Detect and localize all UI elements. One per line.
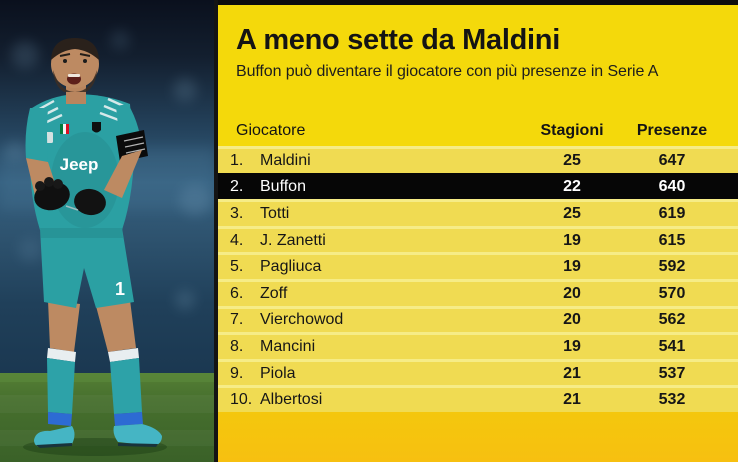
column-header-giocatore: Giocatore (236, 122, 306, 139)
table-row: 8. Mancini 19 541 (218, 332, 738, 359)
shorts (40, 228, 134, 308)
row-appearances: 570 (658, 284, 686, 302)
table-row: 5. Pagliuca 19 592 (218, 252, 738, 279)
table-header: Giocatore Stagioni Presenze (218, 122, 738, 140)
row-player: Albertosi (260, 391, 323, 409)
buffon-photo-illustration: Jeep 1 (0, 0, 214, 462)
row-rank: 3. (230, 204, 244, 222)
pitch (0, 373, 214, 462)
row-player: Totti (260, 204, 290, 222)
row-player: Piola (260, 364, 296, 382)
row-player: Zoff (260, 284, 288, 302)
info-panel: A meno sette da Maldini Buffon può diven… (218, 0, 738, 462)
player-photo: Jeep 1 (0, 0, 214, 462)
socks (47, 348, 143, 426)
row-seasons: 25 (563, 204, 581, 222)
row-appearances: 615 (658, 231, 686, 249)
table-row: 3. Totti 25 619 (218, 199, 738, 226)
ranking-table: 1. Maldini 25 647 2. Buffon 22 640 3. Totti 25 619 4… (218, 146, 738, 412)
goalkeeper-gloves (34, 177, 106, 216)
table-row: 4. J. Zanetti 19 615 (218, 225, 738, 253)
panel-header: A meno sette da Maldini Buffon può diven… (218, 5, 738, 146)
column-header-stagioni: Stagioni (540, 122, 604, 139)
page-subtitle: Buffon può diventare il giocatore con pi… (236, 63, 659, 81)
row-seasons: 19 (563, 231, 581, 249)
row-player: J. Zanetti (260, 231, 326, 249)
row-rank: 7. (230, 311, 244, 329)
table-row: 2. Buffon 22 640 (218, 172, 738, 200)
table-row: 9. Piola 21 537 (218, 358, 738, 386)
row-rank: 8. (230, 337, 244, 355)
scudetto-badge (60, 124, 69, 134)
row-rank: 5. (230, 258, 244, 276)
row-seasons: 22 (563, 178, 581, 196)
player-figure: Jeep 1 (25, 38, 162, 448)
row-player: Buffon (260, 178, 306, 196)
photo-panel-divider (214, 0, 218, 462)
row-player: Maldini (260, 151, 311, 169)
row-rank: 6. (230, 284, 244, 302)
row-player: Pagliuca (260, 258, 322, 276)
bottom-band (218, 412, 738, 462)
table-row: 1. Maldini 25 647 (218, 146, 738, 173)
column-header-presenze: Presenze (636, 122, 708, 139)
shirt-sponsor-text: Jeep (60, 155, 99, 174)
row-seasons: 21 (563, 364, 581, 382)
row-appearances: 537 (658, 364, 686, 382)
row-seasons: 19 (563, 258, 581, 276)
row-appearances: 532 (658, 391, 686, 409)
row-appearances: 619 (658, 204, 686, 222)
club-badge (92, 122, 101, 133)
page-title: A meno sette da Maldini (236, 24, 560, 56)
table-row: 7. Vierchowod 20 562 (218, 305, 738, 333)
boots (34, 424, 162, 448)
top-bar (218, 0, 738, 5)
row-appearances: 541 (658, 337, 686, 355)
row-appearances: 647 (658, 151, 686, 169)
row-rank: 10. (230, 391, 253, 409)
row-appearances: 640 (658, 178, 686, 196)
table-row: 6. Zoff 20 570 (218, 278, 738, 306)
row-seasons: 21 (563, 391, 581, 409)
row-rank: 9. (230, 364, 244, 382)
row-rank: 1. (230, 151, 244, 169)
row-seasons: 19 (563, 337, 581, 355)
row-seasons: 20 (563, 284, 581, 302)
row-rank: 2. (230, 178, 244, 196)
row-seasons: 20 (563, 311, 581, 329)
row-seasons: 25 (563, 151, 581, 169)
row-appearances: 562 (658, 311, 686, 329)
row-player: Vierchowod (260, 311, 344, 329)
shirt-number-text: 1 (115, 279, 125, 299)
head (51, 38, 99, 92)
row-player: Mancini (260, 337, 316, 355)
table-row: 10. Albertosi 21 532 (218, 385, 738, 412)
neck (66, 84, 86, 104)
row-appearances: 592 (658, 258, 686, 276)
row-rank: 4. (230, 231, 244, 249)
